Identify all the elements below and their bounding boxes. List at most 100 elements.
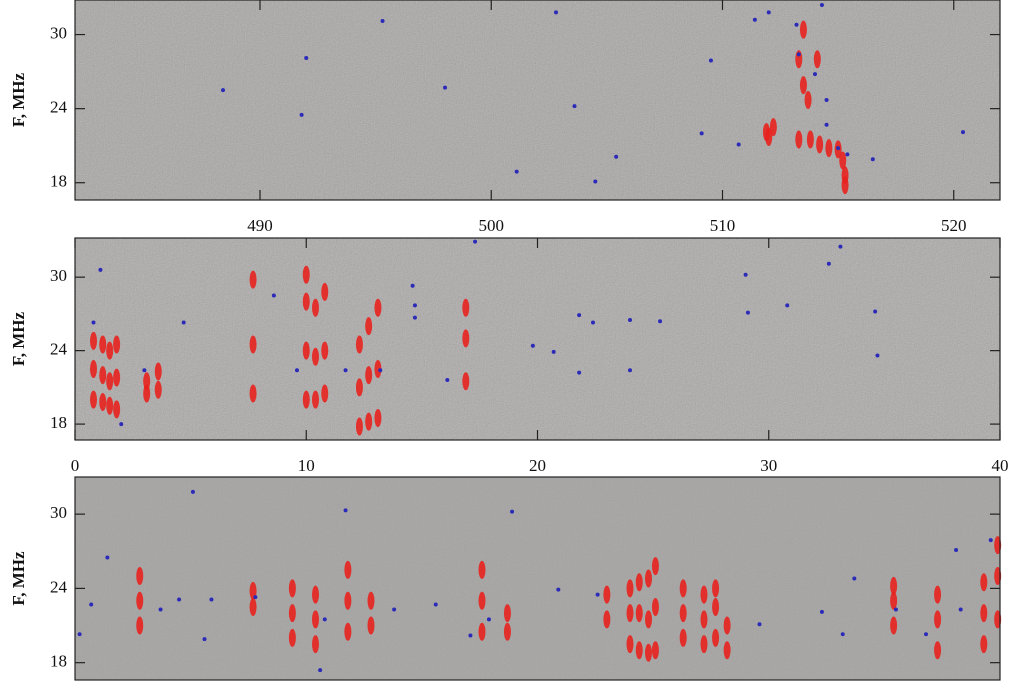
burst-point (302, 341, 310, 360)
noise-point (177, 597, 182, 602)
burst-point (365, 366, 373, 385)
noise-point (819, 2, 824, 7)
noise-point (836, 146, 841, 151)
burst-point (355, 417, 363, 436)
y-tick-label: 18 (50, 413, 67, 432)
burst-point (651, 641, 659, 660)
burst-point (288, 628, 296, 647)
burst-point (934, 585, 942, 604)
burst-point (90, 390, 97, 409)
noise-point (699, 131, 704, 136)
y-axis-label: F, MHz (9, 551, 28, 606)
burst-point (651, 597, 659, 616)
burst-point (312, 390, 319, 409)
burst-point (603, 610, 611, 629)
burst-point (799, 76, 807, 95)
noise-point (514, 169, 519, 174)
burst-point (136, 616, 144, 635)
noise-point (468, 633, 473, 638)
burst-point (113, 400, 121, 419)
burst-point (890, 591, 898, 610)
burst-point (154, 380, 162, 399)
burst-point (813, 50, 821, 69)
burst-point (700, 585, 708, 604)
burst-point (462, 372, 470, 391)
noise-point (158, 607, 163, 612)
burst-point (645, 569, 652, 588)
y-tick-label: 30 (50, 503, 67, 522)
y-tick-label: 24 (50, 98, 68, 117)
noise-point (954, 548, 959, 553)
noise-point (410, 283, 415, 288)
noise-point (708, 58, 713, 63)
y-axis-label: F, MHz (9, 311, 28, 366)
noise-point (796, 52, 801, 57)
burst-point (635, 573, 643, 592)
noise-point (556, 587, 561, 592)
burst-point (478, 591, 486, 610)
burst-point (503, 622, 511, 641)
noise-point (873, 309, 878, 314)
burst-point (355, 335, 363, 354)
burst-point (136, 567, 144, 586)
x-tick-label: 10 (298, 456, 315, 475)
burst-point (374, 298, 382, 317)
noise-point (824, 122, 829, 127)
noise-point (826, 261, 831, 266)
burst-point (374, 359, 382, 378)
noise-point (253, 595, 258, 600)
noise-point (628, 368, 632, 373)
burst-point (769, 118, 777, 137)
burst-point (312, 298, 319, 317)
burst-point (99, 366, 107, 385)
noise-point (105, 555, 110, 560)
noise-point (988, 538, 993, 543)
noise-point (554, 10, 558, 15)
y-tick-label: 18 (50, 172, 67, 191)
burst-point (462, 329, 470, 348)
x-tick-label: 40 (992, 456, 1009, 475)
panel-frame (74, 476, 1001, 681)
burst-point (249, 335, 257, 354)
burst-point (365, 412, 373, 431)
burst-point (679, 579, 687, 598)
burst-point (143, 372, 151, 391)
noise-point (98, 267, 103, 272)
noise-point (119, 422, 124, 427)
noise-point (572, 104, 577, 109)
burst-point (302, 265, 310, 284)
noise-point (209, 597, 214, 602)
burst-point (312, 635, 319, 654)
noise-point (766, 10, 771, 15)
y-tick-label: 18 (50, 652, 67, 671)
y-tick-label: 30 (50, 23, 67, 42)
burst-point (816, 135, 824, 154)
burst-point (355, 378, 363, 397)
noise-point (322, 617, 327, 622)
noise-point (551, 349, 556, 354)
burst-point (799, 20, 807, 39)
burst-point (679, 604, 687, 623)
noise-point (299, 112, 304, 117)
x-tick-label: 490 (247, 216, 273, 235)
burst-point (312, 347, 319, 366)
noise-point (757, 622, 762, 627)
noise-point (202, 637, 207, 642)
noise-point (958, 607, 963, 612)
noise-point (380, 18, 385, 23)
burst-point (113, 335, 121, 354)
x-tick-label: 520 (941, 216, 967, 235)
burst-point (321, 282, 329, 301)
burst-point (249, 270, 257, 289)
burst-point (478, 622, 486, 641)
burst-point (980, 573, 988, 592)
burst-point (723, 641, 731, 660)
noise-point (752, 17, 757, 22)
noise-point (221, 88, 225, 93)
burst-point (288, 579, 296, 598)
burst-point (365, 317, 373, 336)
noise-point (628, 318, 632, 323)
burst-point (839, 151, 847, 170)
noise-point (343, 508, 348, 513)
burst-point (321, 341, 329, 360)
